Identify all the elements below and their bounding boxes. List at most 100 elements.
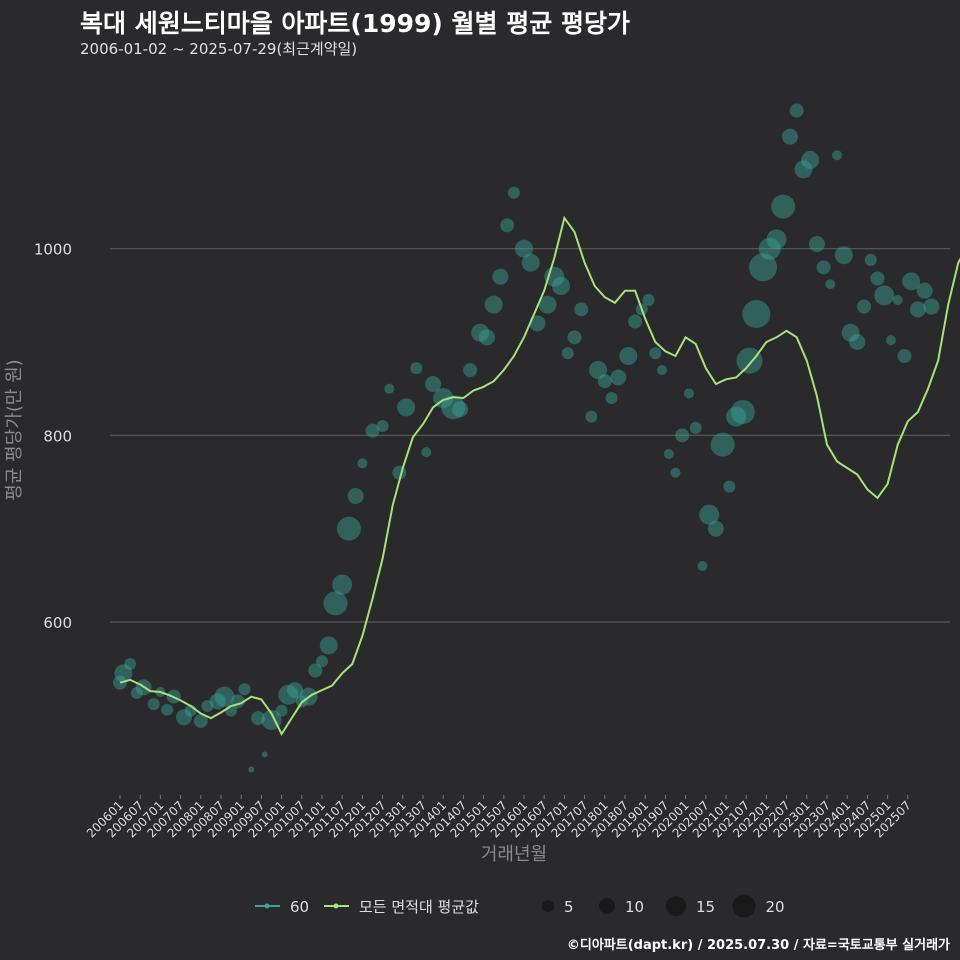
scatter-point	[874, 285, 895, 306]
scatter-point	[492, 268, 509, 285]
legend-label-60: 60	[290, 898, 309, 916]
scatter-point	[864, 253, 877, 266]
scatter-point	[897, 349, 912, 363]
scatter-point	[316, 655, 328, 668]
scatter-point	[916, 282, 933, 299]
scatter-point	[723, 480, 736, 493]
scatter-point	[357, 458, 368, 469]
scatter-point	[251, 711, 266, 726]
legend-label-average: 모든 면적대 평균값	[359, 898, 479, 916]
scatter-point	[657, 365, 668, 375]
scatter-point	[567, 330, 582, 345]
legend-size-circle-10	[599, 898, 615, 914]
scatter-point	[124, 658, 137, 670]
legend-dot-average	[333, 903, 339, 909]
scatter-point	[849, 334, 866, 350]
scatter-point	[397, 398, 416, 417]
scatter-point	[538, 295, 557, 314]
scatter-point	[909, 301, 926, 318]
scatter-point	[801, 151, 820, 169]
scatter-point	[529, 315, 546, 332]
scatter-point	[902, 272, 921, 291]
scatter-point	[421, 447, 432, 458]
scatter-point	[892, 295, 903, 305]
scatter-point	[319, 636, 338, 655]
scatter-point	[471, 323, 490, 342]
scatter-point	[736, 347, 763, 374]
legend-dot-60	[264, 903, 270, 909]
legend-size-circle-5	[542, 900, 554, 912]
scatter-point	[726, 406, 747, 427]
scatter-point	[238, 683, 251, 696]
y-axis-label: 평균 평당가(만 원)	[4, 359, 25, 500]
scatter-point	[923, 298, 940, 315]
scatter-point	[628, 314, 643, 329]
scatter-point	[781, 128, 798, 145]
scatter-point	[816, 260, 831, 275]
x-axis-label: 거래년월	[481, 844, 547, 865]
scatter-point	[161, 703, 174, 716]
scatter-point	[552, 277, 571, 295]
legend-size-label: 20	[766, 898, 785, 916]
scatter-point	[484, 295, 503, 314]
y-tick-labels: 600 800 1000	[34, 241, 72, 632]
scatter-point	[287, 682, 304, 699]
scatter-point	[589, 361, 608, 379]
scatter-point	[507, 186, 520, 199]
scatter-point	[683, 388, 694, 399]
scatter-point	[308, 663, 323, 678]
legend-size-circle-15	[666, 896, 686, 916]
legend-size-circle-20	[732, 894, 756, 918]
scatter-point	[675, 428, 690, 443]
scatter-point	[605, 392, 618, 404]
scatter-point	[114, 664, 133, 683]
scatter-point	[193, 713, 208, 728]
scatter-point	[610, 369, 627, 386]
scatter-point	[663, 449, 674, 459]
scatter-point	[619, 347, 638, 365]
scatter-points	[113, 103, 940, 773]
scatter-point	[521, 253, 540, 272]
scatter-point	[789, 103, 804, 118]
scatter-point	[885, 335, 896, 346]
scatter-point	[561, 347, 574, 360]
scatter-point	[147, 698, 160, 711]
scatter-point	[642, 294, 655, 306]
scatter-point	[452, 401, 469, 418]
y-tick-label: 1000	[34, 241, 72, 259]
grid-lines	[110, 248, 950, 623]
scatter-point	[201, 700, 214, 712]
scatter-point	[841, 323, 860, 342]
scatter-point	[209, 693, 226, 710]
scatter-point	[248, 766, 255, 773]
scatter-point	[857, 299, 872, 314]
scatter-point	[670, 467, 681, 478]
scatter-point	[384, 383, 395, 394]
scatter-point	[697, 561, 708, 571]
scatter-point	[689, 421, 702, 434]
scatter-point	[425, 376, 442, 392]
scatter-point	[710, 432, 735, 457]
scatter-point	[336, 516, 361, 541]
scatter-point	[214, 686, 235, 707]
scatter-point	[478, 329, 495, 346]
scatter-point	[278, 684, 299, 705]
chart-title: 복대 세원느티마을 아파트(1999) 월별 평균 평당가	[80, 9, 630, 38]
scatter-point	[825, 279, 836, 290]
scatter-point	[649, 347, 662, 360]
scatter-point	[261, 751, 268, 758]
legend-size-label: 5	[564, 898, 574, 916]
scatter-point	[275, 704, 288, 717]
scatter-point	[515, 239, 533, 258]
x-tick-labels: 2006012006072007012007072008012008072009…	[84, 795, 914, 841]
legend-size-label: 15	[696, 898, 715, 916]
scatter-point	[574, 302, 589, 317]
scatter-point	[742, 300, 771, 328]
average-line	[119, 215, 960, 737]
y-tick-label: 800	[43, 427, 72, 445]
scatter-point	[463, 363, 478, 377]
scatter-point	[441, 395, 466, 420]
footer-credit: ©디아파트(dapt.kr) / 2025.07.30 / 자료=국토교통부 실…	[566, 938, 950, 953]
chart-subtitle: 2006-01-02 ~ 2025-07-29(최근계약일)	[80, 40, 358, 58]
scatter-point	[332, 574, 353, 595]
